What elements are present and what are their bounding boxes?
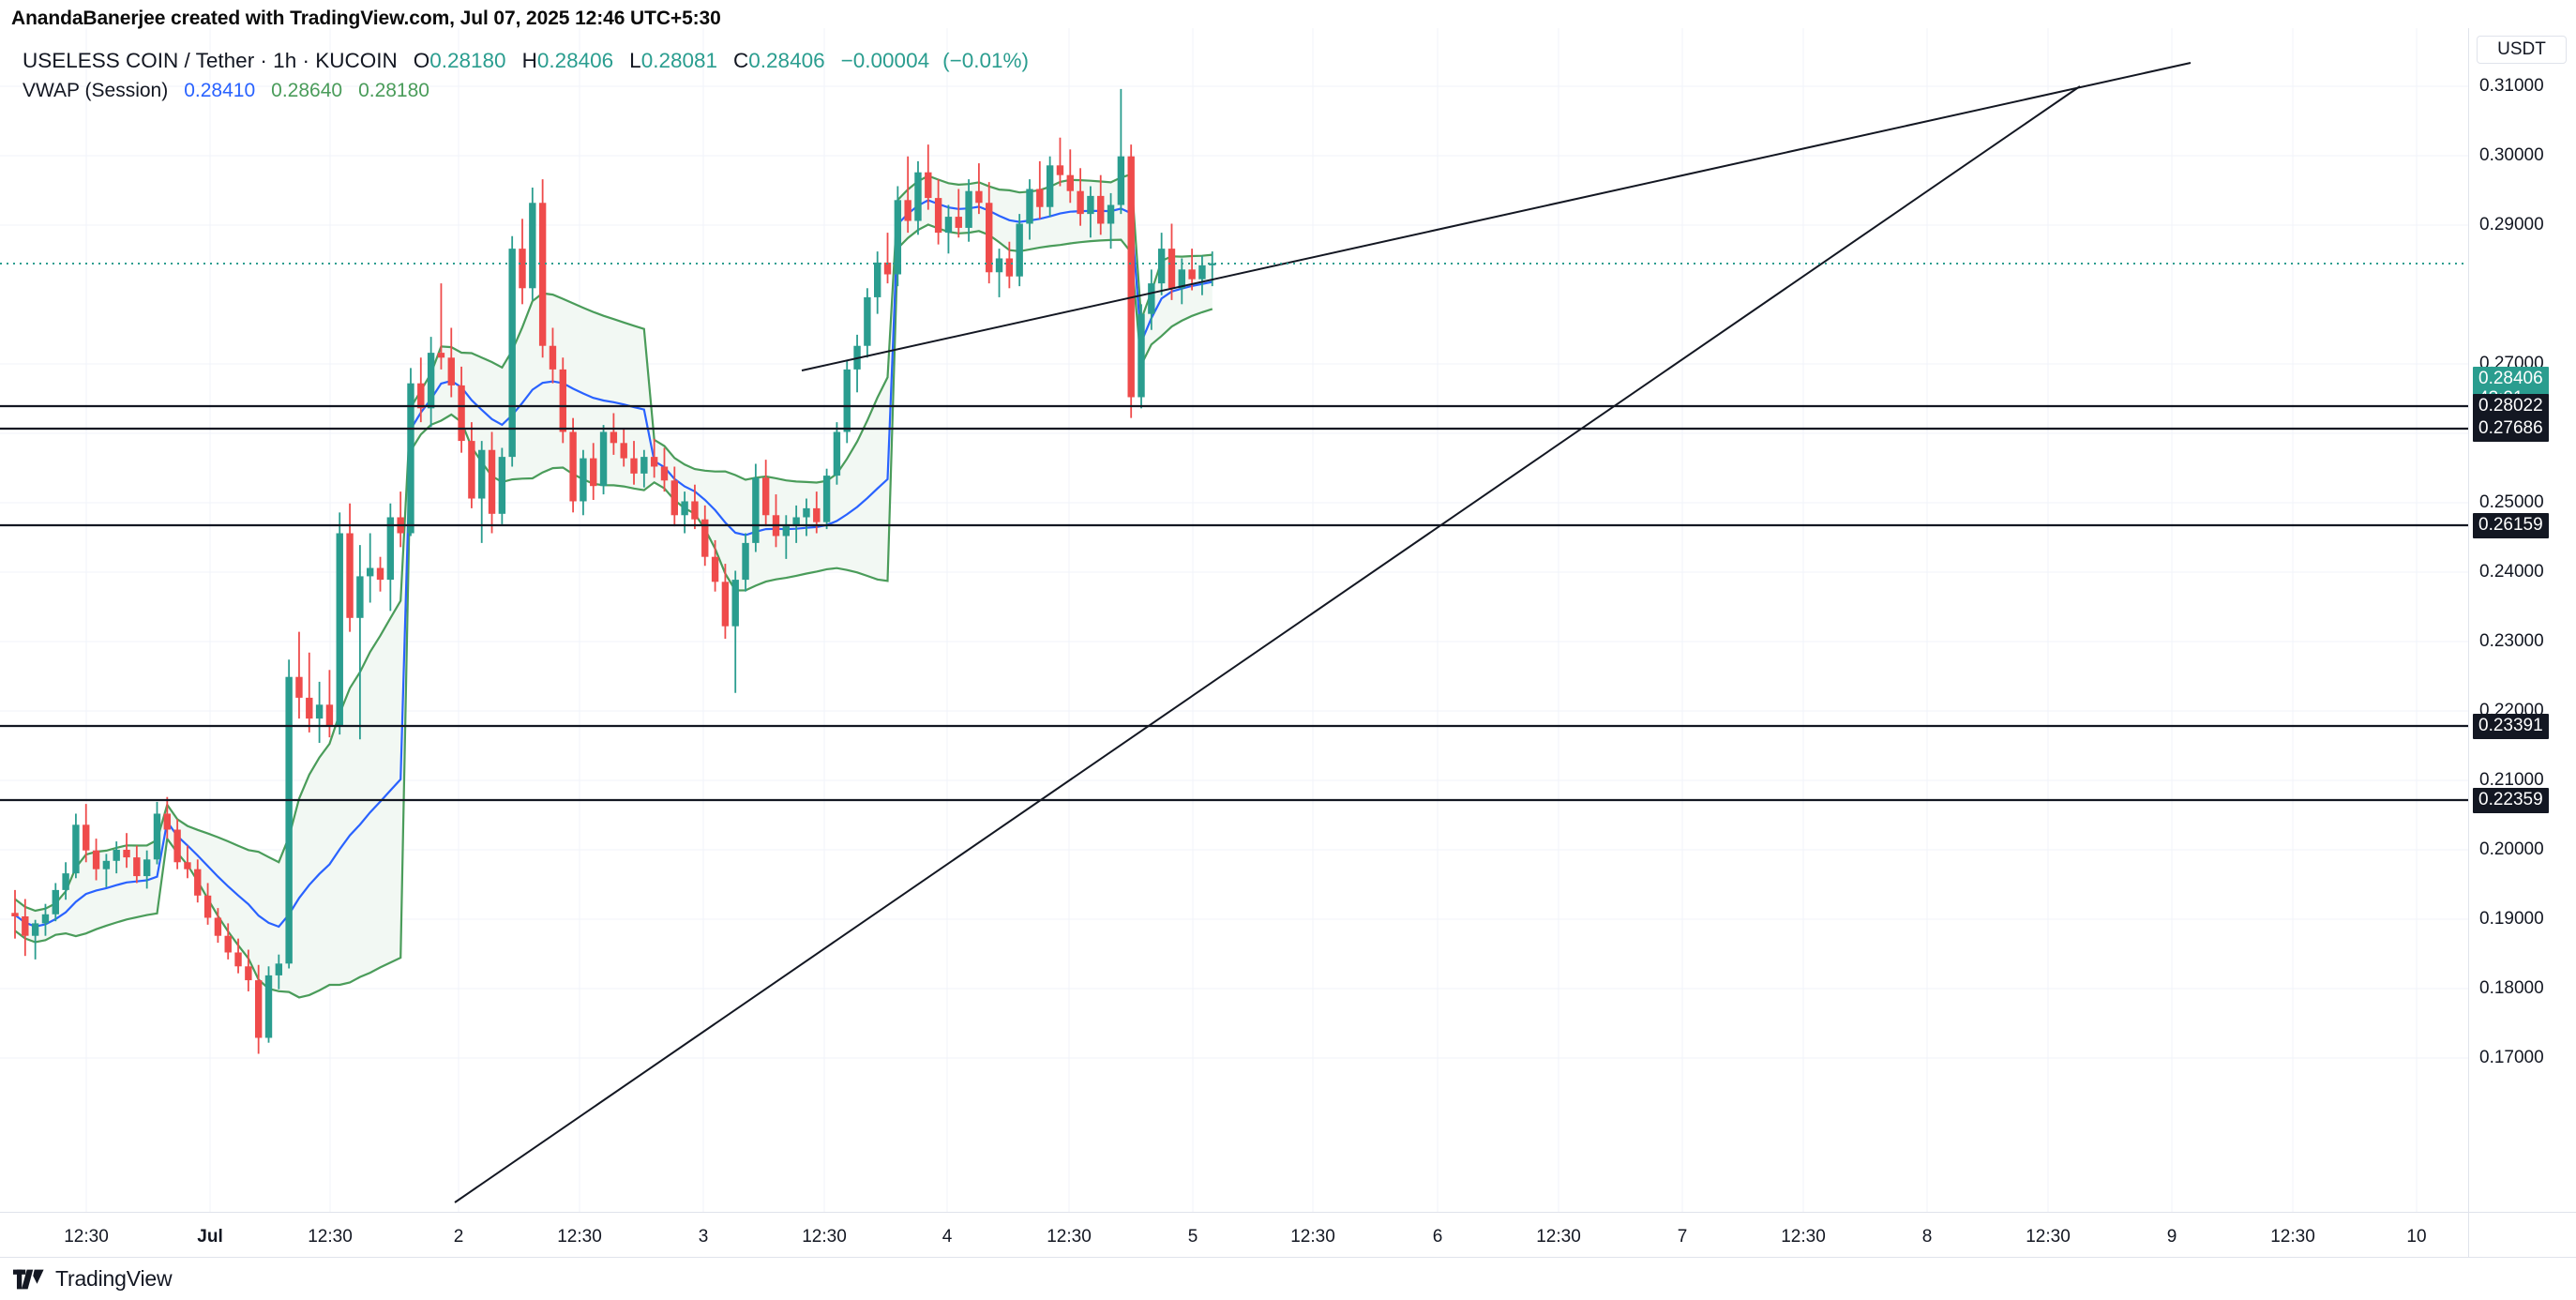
change-percent: (−0.01%) xyxy=(942,49,1030,72)
footer-bar: TradingView xyxy=(0,1257,2576,1300)
chart-legend: USELESS COIN / Tether · 1h · KUCOIN O 0.2… xyxy=(23,49,1042,100)
time-tick: 2 xyxy=(453,1227,464,1247)
ohlc-high: H 0.28406 xyxy=(521,49,614,72)
grid-lines xyxy=(0,28,2468,1212)
price-tick: 0.31000 xyxy=(2479,76,2544,96)
price-level-badge[interactable]: 0.27686 xyxy=(2473,416,2549,442)
candlestick-series[interactable] xyxy=(11,88,1216,1054)
vwap-indicator-name[interactable]: VWAP (Session) xyxy=(23,79,169,101)
price-badge-value: 0.28406 xyxy=(2478,369,2543,388)
price-tick: 0.19000 xyxy=(2479,909,2544,929)
price-badge-value: 0.23391 xyxy=(2478,716,2543,735)
legend-row-vwap: VWAP (Session) 0.28410 0.28640 0.28180 xyxy=(23,81,1042,100)
time-tick: 12:30 xyxy=(557,1227,602,1247)
chart-canvas[interactable] xyxy=(0,28,2468,1212)
time-tick: 9 xyxy=(2166,1227,2177,1247)
price-tick: 0.24000 xyxy=(2479,562,2544,582)
change-absolute: −0.00004 xyxy=(840,49,930,72)
time-tick: 12:30 xyxy=(1536,1227,1581,1247)
time-tick: 7 xyxy=(1677,1227,1688,1247)
time-tick: 12:30 xyxy=(308,1227,353,1247)
ohlc-open: O 0.28180 xyxy=(413,49,506,72)
time-tick: 12:30 xyxy=(802,1227,847,1247)
ohlc-open-value: 0.28180 xyxy=(429,49,506,72)
price-tick: 0.25000 xyxy=(2479,492,2544,512)
currency-unit-pill[interactable]: USDT xyxy=(2477,36,2567,64)
ohlc-close-value: 0.28406 xyxy=(748,49,825,72)
ohlc-low: L 0.28081 xyxy=(629,49,718,72)
trendlines[interactable] xyxy=(454,62,2192,1203)
time-tick: 12:30 xyxy=(1047,1227,1092,1247)
time-tick: 12:30 xyxy=(1781,1227,1826,1247)
price-level-badge[interactable]: 0.22359 xyxy=(2473,788,2549,813)
price-tick: 0.18000 xyxy=(2479,978,2544,998)
symbol-title[interactable]: USELESS COIN / Tether · 1h · KUCOIN xyxy=(23,49,398,72)
axis-corner xyxy=(2468,1212,2576,1257)
attribution-watermark: AnandaBanerjee created with TradingView.… xyxy=(11,8,721,29)
price-badge-value: 0.22359 xyxy=(2478,790,2543,809)
vwap-value-lower: 0.28180 xyxy=(358,79,429,101)
time-tick: 4 xyxy=(942,1227,953,1247)
price-badge-value: 0.27686 xyxy=(2478,418,2543,438)
legend-row-symbol: USELESS COIN / Tether · 1h · KUCOIN O 0.2… xyxy=(23,49,1042,72)
vwap-band-fill xyxy=(15,174,1213,998)
price-tick: 0.23000 xyxy=(2479,631,2544,651)
time-tick: 3 xyxy=(698,1227,709,1247)
ohlc-low-value: 0.28081 xyxy=(640,49,718,72)
ohlc-group: O 0.28180 H 0.28406 L 0.28081 C 0.28406 −0.0… xyxy=(413,49,1042,72)
tradingview-logo-icon[interactable] xyxy=(13,1269,45,1290)
ohlc-high-label: H xyxy=(521,49,537,72)
vwap-value-upper: 0.28640 xyxy=(271,79,343,101)
vwap-midline xyxy=(14,199,1213,929)
price-level-badge[interactable]: 0.23391 xyxy=(2473,714,2549,739)
ohlc-low-label: L xyxy=(629,49,641,72)
time-tick: 5 xyxy=(1187,1227,1198,1247)
time-tick: 12:30 xyxy=(2026,1227,2071,1247)
price-level-badge[interactable]: 0.28022 xyxy=(2473,394,2549,419)
price-badge-value: 0.26159 xyxy=(2478,515,2543,535)
price-tick: 0.20000 xyxy=(2479,839,2544,859)
time-tick: 6 xyxy=(1432,1227,1443,1247)
price-tick: 0.30000 xyxy=(2479,145,2544,165)
time-axis[interactable]: 12:30 Jul 12:30 2 12:30 3 12:30 4 12:30 5 12:30 6 12… xyxy=(0,1212,2468,1257)
time-tick: Jul xyxy=(197,1227,223,1247)
time-tick: 10 xyxy=(2406,1227,2427,1247)
time-tick: 12:30 xyxy=(2270,1227,2315,1247)
chart-plot-area[interactable] xyxy=(0,28,2468,1212)
price-tick: 0.17000 xyxy=(2479,1048,2544,1067)
time-tick: 8 xyxy=(1921,1227,1933,1247)
ohlc-open-label: O xyxy=(413,49,430,72)
price-level-badge[interactable]: 0.26159 xyxy=(2473,513,2549,538)
time-tick: 12:30 xyxy=(64,1227,109,1247)
price-tick: 0.29000 xyxy=(2479,215,2544,234)
vwap-value-mid: 0.28410 xyxy=(184,79,256,101)
time-tick: 12:30 xyxy=(1290,1227,1335,1247)
price-axis[interactable]: USDT 0.310000.300000.290000.270000.26000… xyxy=(2468,28,2576,1212)
ohlc-close-label: C xyxy=(733,49,749,72)
price-badge-value: 0.28022 xyxy=(2478,396,2543,416)
ohlc-close: C 0.28406 xyxy=(733,49,825,72)
horizontal-level-lines[interactable] xyxy=(0,404,2468,802)
price-tick: 0.21000 xyxy=(2479,770,2544,790)
tradingview-brand-label: TradingView xyxy=(55,1266,173,1291)
vwap-band-lines xyxy=(14,173,1213,999)
ohlc-high-value: 0.28406 xyxy=(536,49,614,72)
